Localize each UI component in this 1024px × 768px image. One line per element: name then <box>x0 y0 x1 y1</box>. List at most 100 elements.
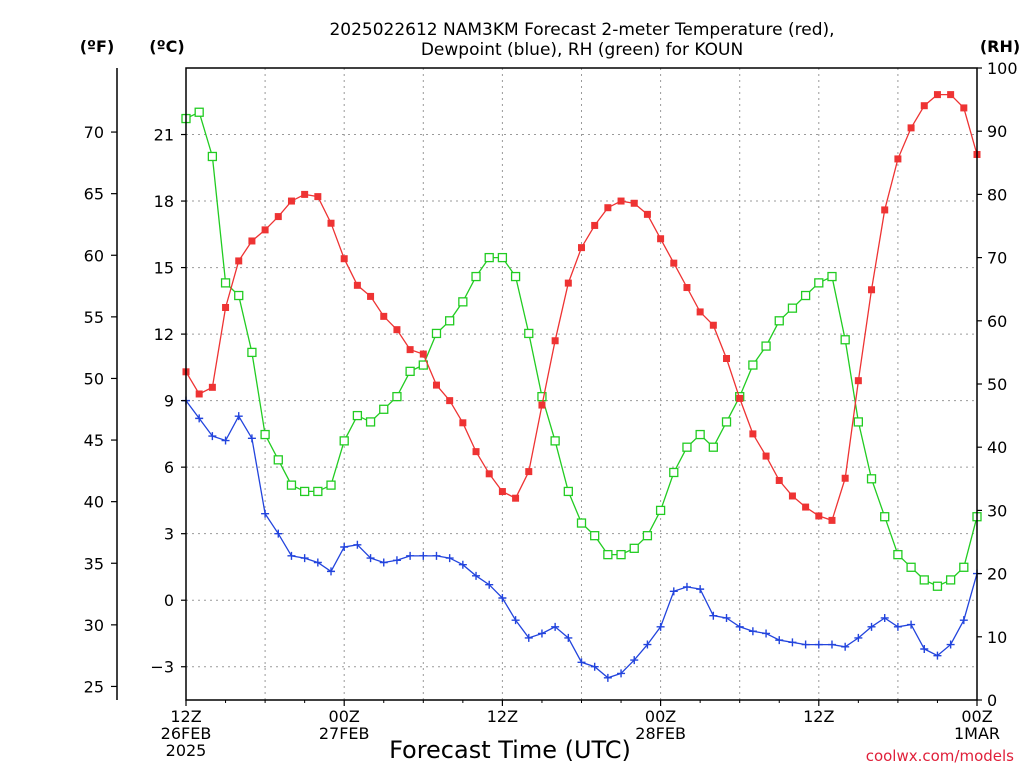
rh-point <box>445 316 455 326</box>
dewpoint-point <box>524 633 533 642</box>
x-tick-label: 26FEB <box>161 724 212 743</box>
temperature-point <box>353 281 361 289</box>
x-tick-label: 12Z <box>170 707 201 726</box>
dewpoint-point <box>445 554 454 563</box>
fahrenheit-tick-label: 65 <box>84 185 104 204</box>
temperature-point <box>380 312 388 320</box>
rh-point <box>642 531 653 541</box>
chart-title-line-2: Dewpoint (blue), RH (green) for KOUN <box>421 40 743 60</box>
rh-point <box>365 417 376 427</box>
celsius-tick-label: −3 <box>150 658 174 677</box>
temperature-point <box>604 204 612 212</box>
dewpoint-point <box>340 542 349 551</box>
dewpoint-point <box>287 551 296 560</box>
temperature-point <box>894 155 902 163</box>
rh-point <box>590 531 600 541</box>
chart-title-line-1: 2025022612 NAM3KM Forecast 2-meter Tempe… <box>329 20 834 40</box>
temperature-point <box>314 193 322 201</box>
temperature-point <box>248 237 256 245</box>
dewpoint-point <box>814 640 823 649</box>
dewpoint-point <box>907 620 916 629</box>
temperature-point <box>446 397 454 405</box>
temperature-point <box>274 213 282 221</box>
rh-point <box>260 429 270 440</box>
dewpoint-point <box>221 436 230 445</box>
temperature-point <box>881 206 889 214</box>
rh-point <box>814 278 824 288</box>
temperature-point <box>907 124 915 132</box>
rh-point <box>392 391 402 402</box>
dewpoint-point <box>656 622 665 631</box>
temperature-point <box>657 235 665 243</box>
dewpoint-point <box>946 640 955 649</box>
rh-point <box>629 543 639 553</box>
dewpoint-point <box>933 651 942 660</box>
temperature-point <box>643 210 651 218</box>
rh-tick-label: 60 <box>987 312 1007 331</box>
rh-point <box>550 436 560 446</box>
x-tick-label: 2025 <box>166 741 207 760</box>
x-tick-label: 27FEB <box>319 724 370 743</box>
dewpoint-point <box>867 622 876 631</box>
rh-tick-label: 0 <box>987 691 997 710</box>
dewpoint-point <box>353 540 362 549</box>
rh-point <box>748 360 758 370</box>
temperature-point <box>485 470 493 478</box>
rh-point <box>484 252 494 263</box>
celsius-tick-label: 0 <box>164 591 174 610</box>
dewpoint-point <box>709 611 718 620</box>
temperature-point <box>195 390 203 398</box>
dewpoint-point <box>880 613 889 622</box>
rh-point <box>669 467 679 478</box>
dewpoint-point <box>498 593 507 602</box>
dewpoint-point <box>195 414 204 423</box>
rh-point <box>510 271 521 282</box>
celsius-tick-label: 21 <box>154 126 174 145</box>
dewpoint-point <box>564 633 573 642</box>
fahrenheit-tick-label: 35 <box>84 554 104 573</box>
fahrenheit-tick-label: 30 <box>84 616 104 635</box>
temperature-point <box>920 102 928 110</box>
rh-point <box>431 328 442 339</box>
x-tick-label: 12Z <box>487 707 518 726</box>
rh-point <box>708 442 718 452</box>
dewpoint-point <box>801 640 810 649</box>
rh-tick-label: 80 <box>987 185 1007 204</box>
dewpoint-point <box>590 662 599 671</box>
temperature-point <box>327 219 335 227</box>
temperature-point <box>960 104 968 112</box>
series-layer <box>181 91 982 682</box>
rh-tick-label: 90 <box>987 122 1007 141</box>
dewpoint-point <box>511 616 520 625</box>
celsius-tick-label: 12 <box>154 325 174 344</box>
temperature-point <box>815 512 823 520</box>
dewpoint-point <box>419 551 428 560</box>
fahrenheit-tick-label: 70 <box>84 123 104 142</box>
temperature-point <box>788 492 796 500</box>
rh-point <box>959 562 969 572</box>
dewpoint-point <box>458 560 467 569</box>
dewpoint-point <box>696 585 705 594</box>
fahrenheit-tick-label: 55 <box>84 308 104 327</box>
dewpoint-point <box>366 554 375 563</box>
rh-point <box>682 442 692 452</box>
rh-point <box>695 429 705 440</box>
temperature-point <box>498 488 506 496</box>
rh-tick-label: 100 <box>987 59 1018 78</box>
rh-point <box>880 512 890 522</box>
rh-point <box>524 328 534 339</box>
dewpoint-point <box>682 582 691 591</box>
rh-point <box>787 303 798 313</box>
rh-point <box>655 505 666 516</box>
fahrenheit-tick-label: 40 <box>84 493 104 512</box>
rh-point <box>471 271 481 282</box>
rh-point <box>932 581 943 591</box>
temperature-point <box>512 494 520 502</box>
rh-point <box>563 486 573 497</box>
rh-point <box>576 518 587 528</box>
dewpoint-point <box>551 622 560 631</box>
temperature-point <box>591 221 599 229</box>
rh-point <box>616 549 626 560</box>
celsius-axis-unit: (ºC) <box>149 37 184 56</box>
temperature-point <box>762 452 770 460</box>
